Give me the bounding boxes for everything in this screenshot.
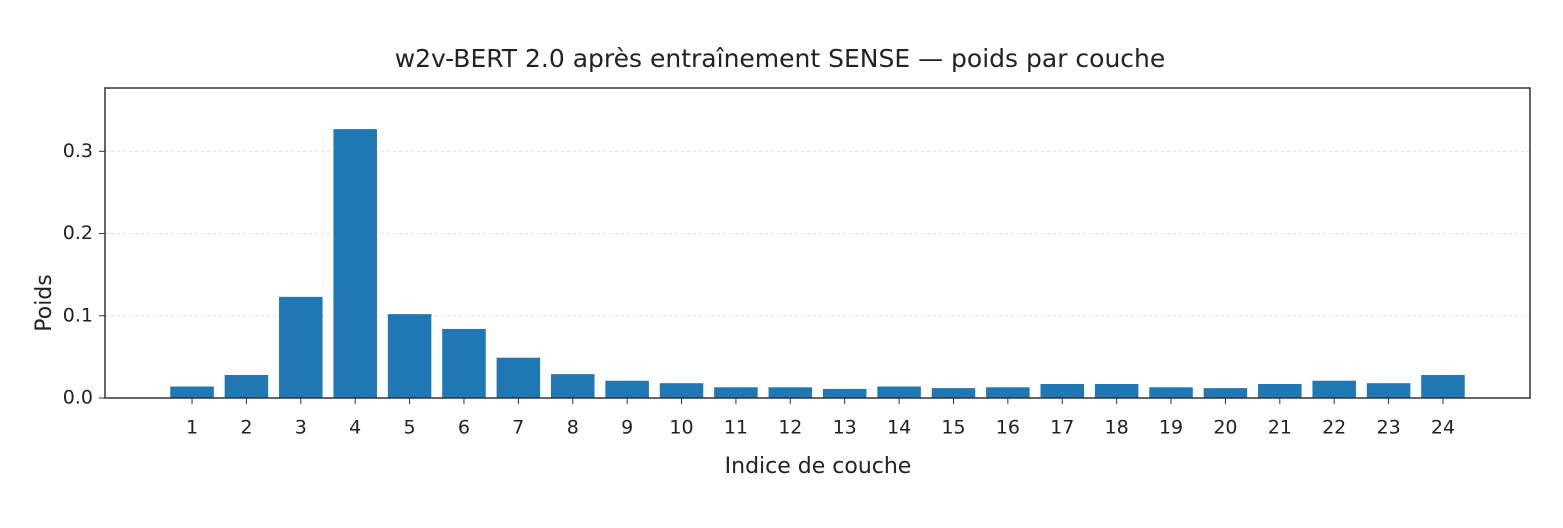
x-tick-label: 24	[1431, 417, 1455, 439]
bar	[387, 314, 432, 398]
bar	[986, 387, 1030, 398]
bar	[1366, 383, 1411, 398]
bar	[279, 296, 323, 398]
bar	[822, 388, 867, 398]
x-tick-label: 8	[567, 417, 579, 439]
x-tick-label: 16	[996, 417, 1020, 439]
y-tick-label: 0.3	[63, 140, 93, 162]
x-tick-label: 23	[1376, 417, 1400, 439]
chart-title: w2v-BERT 2.0 après entraînement SENSE — …	[395, 44, 1166, 73]
x-tick-label: 4	[349, 417, 361, 439]
y-tick-label: 0.2	[63, 222, 93, 244]
bar	[550, 374, 595, 398]
x-tick-label: 5	[404, 417, 416, 439]
x-tick-label: 18	[1105, 417, 1129, 439]
x-tick-label: 7	[512, 417, 524, 439]
bar	[442, 328, 486, 398]
plot-frame	[104, 87, 1531, 399]
bar	[659, 383, 704, 398]
bar	[877, 386, 921, 398]
x-tick-label: 20	[1213, 417, 1237, 439]
y-axis-label: Poids	[32, 274, 57, 331]
x-axis-label: Indice de couche	[725, 454, 912, 479]
x-tick-label: 9	[621, 417, 633, 439]
x-tick-label: 14	[887, 417, 911, 439]
x-tick-label: 21	[1268, 417, 1292, 439]
x-tick-label: 13	[833, 417, 857, 439]
x-tick-label: 17	[1050, 417, 1074, 439]
x-tick-label: 15	[941, 417, 965, 439]
x-tick-label: 3	[295, 417, 307, 439]
x-tick-label: 1	[186, 417, 198, 439]
bar	[714, 387, 758, 398]
bar	[605, 380, 649, 398]
y-tick-label: 0.1	[63, 304, 93, 326]
bar	[1149, 387, 1193, 398]
x-tick-label: 22	[1322, 417, 1346, 439]
bar	[1421, 374, 1465, 398]
x-tick-label: 12	[778, 417, 802, 439]
x-tick-label: 11	[724, 417, 748, 439]
bar	[1094, 384, 1139, 398]
bar	[224, 374, 269, 398]
bar	[170, 386, 214, 398]
bar	[768, 387, 813, 398]
x-tick-label: 10	[669, 417, 693, 439]
x-tick-label: 6	[458, 417, 470, 439]
x-tick-label: 2	[240, 417, 252, 439]
x-tick-label: 19	[1159, 417, 1183, 439]
bar	[1203, 388, 1248, 398]
y-tick-label: 0.0	[63, 387, 93, 409]
bar	[496, 357, 541, 398]
bar	[1258, 384, 1302, 398]
bar	[931, 388, 976, 398]
bar	[1312, 380, 1356, 398]
bar	[333, 129, 377, 398]
bar	[1040, 384, 1085, 398]
